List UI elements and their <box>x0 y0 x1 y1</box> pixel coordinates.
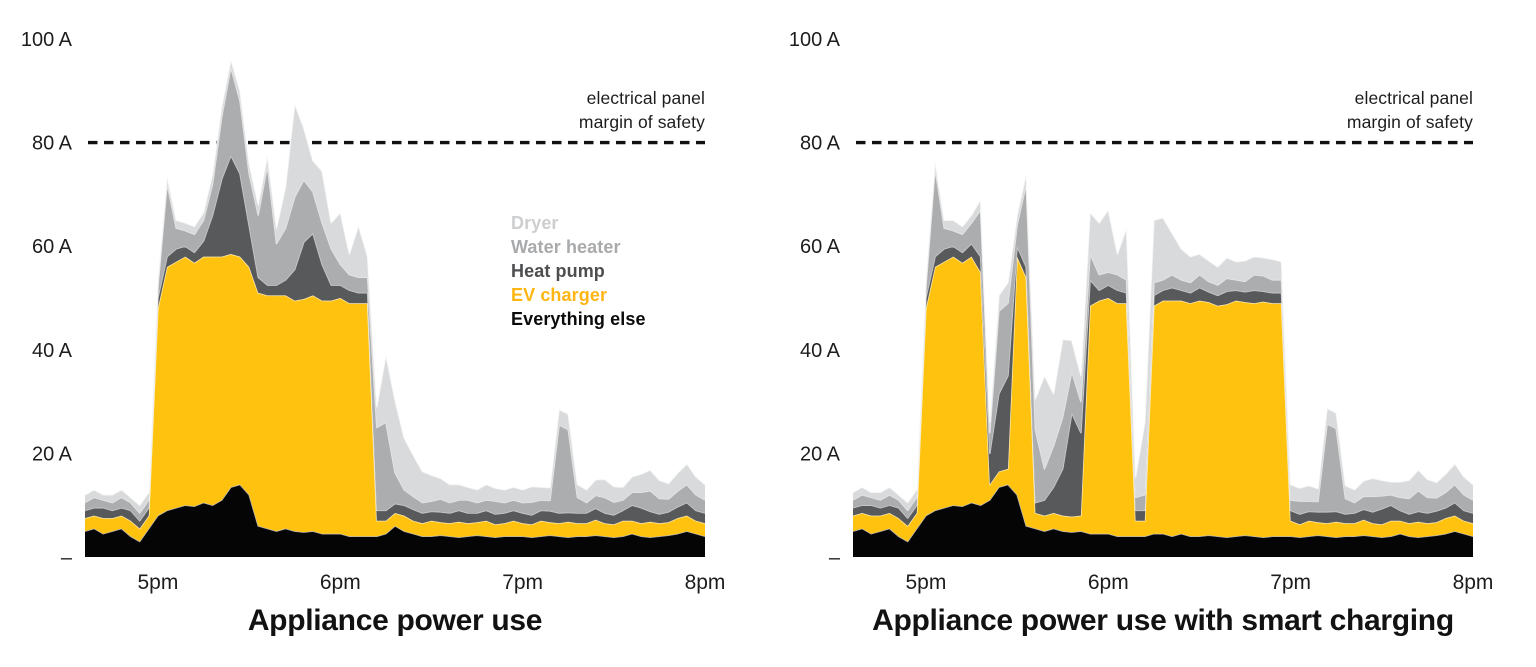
x-tick-label: 5pm <box>138 571 179 594</box>
x-tick-label: 8pm <box>685 571 726 594</box>
x-tick-label: 6pm <box>320 571 361 594</box>
x-tick-label: 6pm <box>1088 571 1129 594</box>
x-tick-label: 5pm <box>906 571 947 594</box>
legend-item: Dryer <box>511 213 559 233</box>
y-tick-label: 20 A <box>32 443 73 465</box>
panel-margin-annotation: electrical panel margin of safety <box>1347 86 1473 134</box>
y-tick-label: 100 A <box>789 29 841 51</box>
stacked-area-plot-left: 100 A 80 A 60 A 40 A 20 A – 5pm 6pm 7pm 8pm <box>21 29 726 594</box>
x-tick-label: 7pm <box>502 571 543 594</box>
y-tick-label: 40 A <box>800 340 841 362</box>
legend-item: Everything else <box>511 309 646 329</box>
panel-margin-annotation-line2: margin of safety <box>578 112 705 132</box>
y-tick-label: – <box>829 547 841 569</box>
y-tick-label: 40 A <box>32 340 73 362</box>
stacked-area-plot-right: 100 A 80 A 60 A 40 A 20 A – 5pm 6pm 7pm 8pm <box>789 29 1494 594</box>
panel-margin-annotation: electrical panel margin of safety <box>579 86 705 134</box>
y-tick-label: 20 A <box>800 443 841 465</box>
x-tick-label: 7pm <box>1270 571 1311 594</box>
panel-margin-annotation-line1: electrical panel <box>1354 88 1473 108</box>
y-tick-label: 80 A <box>32 133 73 155</box>
y-tick-label: 100 A <box>21 29 73 51</box>
panel-margin-annotation-line2: margin of safety <box>1346 112 1473 132</box>
panel-margin-annotation-line1: electrical panel <box>586 88 705 108</box>
chart-appliance-power-use-smart-charging: 100 A 80 A 60 A 40 A 20 A – 5pm 6pm 7pm 8pm elect… <box>768 0 1536 667</box>
y-tick-label: 80 A <box>800 133 841 155</box>
chart-title-left: Appliance power use <box>247 604 543 637</box>
y-tick-label: – <box>61 547 73 569</box>
x-tick-label: 8pm <box>1453 571 1494 594</box>
legend-item: EV charger <box>511 285 608 305</box>
y-tick-label: 60 A <box>800 236 841 258</box>
legend-item: Water heater <box>511 237 621 257</box>
chart-appliance-power-use: 100 A 80 A 60 A 40 A 20 A – 5pm 6pm 7pm 8pm elect… <box>21 29 726 637</box>
legend-item: Heat pump <box>511 261 605 281</box>
chart-title-right: Appliance power use with smart charging <box>872 604 1454 637</box>
legend: Dryer Water heater Heat pump EV charger Ever… <box>511 211 646 331</box>
y-tick-label: 60 A <box>32 236 73 258</box>
